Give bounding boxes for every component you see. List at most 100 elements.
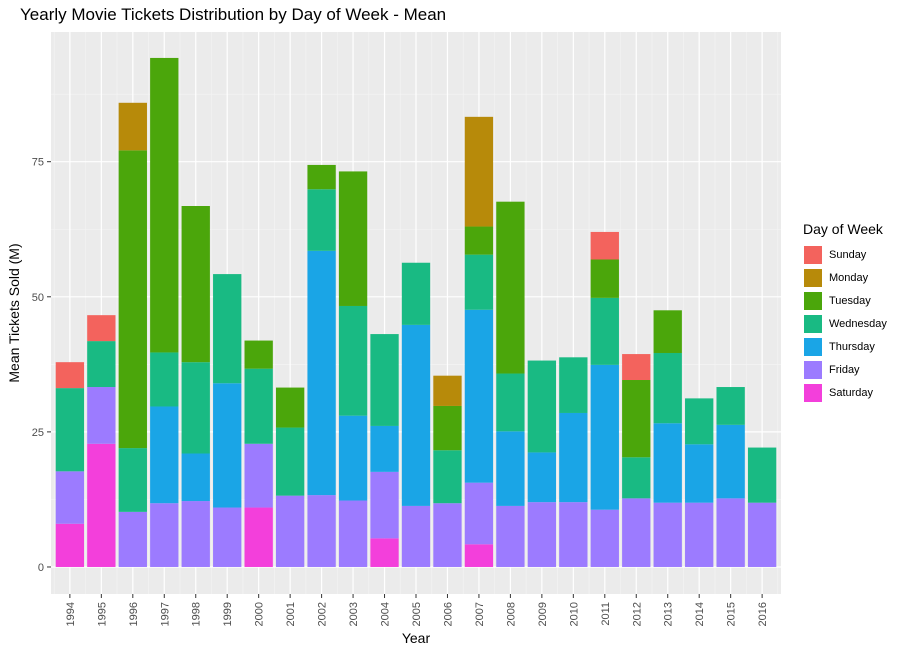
bar-segment: [401, 262, 431, 325]
bar-segment: [716, 498, 745, 567]
x-tick-label: 1997: [159, 602, 171, 626]
bar-segment: [590, 364, 619, 510]
legend-key: [803, 336, 823, 357]
x-tick-label: 2009: [537, 602, 549, 626]
bar-segment: [433, 503, 462, 567]
bar-segment: [307, 495, 336, 567]
legend-label: Wednesday: [829, 317, 887, 330]
legend-label: Monday: [829, 271, 869, 284]
bar-segment: [590, 509, 619, 567]
x-tick-label: 2008: [505, 602, 517, 626]
x-tick-label: 2000: [254, 602, 266, 626]
bar-segment: [496, 505, 525, 567]
bar-segment: [716, 424, 745, 499]
bar-segment: [685, 398, 714, 445]
x-tick-label: 1994: [65, 602, 77, 626]
x-tick-label: 1999: [222, 602, 234, 626]
y-tick-label: 25: [32, 427, 44, 439]
x-tick-label: 2003: [348, 602, 360, 626]
x-tick-label: 2007: [474, 602, 486, 626]
legend: Day of Week Sunday Monday Tuesday Wednesday…: [803, 221, 887, 404]
bar-segment: [401, 324, 431, 506]
legend-item: Tuesday: [803, 289, 887, 312]
bar-segment: [622, 498, 651, 567]
bar-segment: [118, 448, 147, 512]
bar-segment: [338, 415, 368, 501]
bar-segment: [464, 254, 494, 310]
x-tick-label: 2015: [726, 602, 738, 626]
bar-segment: [622, 354, 651, 381]
bar-segment: [622, 380, 651, 458]
bar-segment: [653, 310, 682, 353]
bar-segment: [590, 297, 619, 365]
bar-segment: [559, 412, 588, 503]
bar-segment: [213, 274, 242, 384]
bar-segment: [685, 444, 714, 503]
bar-segment: [433, 375, 462, 406]
bar-segment: [307, 250, 336, 496]
bar-segment: [55, 523, 85, 567]
bar-segment: [181, 453, 210, 502]
x-axis-title: Year: [402, 630, 431, 646]
bar-segment: [370, 538, 399, 567]
bar-segment: [244, 368, 273, 444]
bar-segment: [559, 357, 588, 413]
bar-segment: [87, 443, 116, 567]
x-tick-label: 2011: [600, 602, 612, 626]
legend-item: Sunday: [803, 243, 887, 266]
bar-segment: [527, 502, 557, 567]
bar-segment: [370, 471, 399, 539]
legend-item: Wednesday: [803, 312, 887, 335]
bar-segment: [87, 315, 116, 342]
bar-segment: [244, 443, 273, 508]
bar-segment: [370, 334, 399, 426]
x-tick-label: 1995: [96, 602, 108, 626]
bar-segment: [181, 501, 210, 567]
legend-label: Tuesday: [829, 294, 871, 307]
x-tick-label: 2016: [757, 602, 769, 626]
legend-title: Day of Week: [803, 221, 883, 237]
bar-segment: [747, 447, 777, 503]
y-tick-label: 0: [38, 562, 44, 574]
bar-segment: [559, 502, 588, 567]
bar-segment: [464, 226, 494, 255]
legend-key: [803, 382, 823, 403]
bar-segment: [685, 502, 714, 567]
bar-segment: [464, 482, 494, 545]
legend-label: Thursday: [829, 340, 875, 353]
bar-segment: [653, 423, 682, 503]
bar-segment: [433, 405, 462, 451]
bar-segment: [590, 231, 619, 260]
x-tick-label: 2010: [568, 602, 580, 626]
legend-key: [803, 244, 823, 265]
bar-segment: [433, 450, 462, 504]
bar-segment: [527, 452, 557, 503]
bar-segment: [213, 507, 242, 567]
bar-segment: [527, 360, 557, 453]
bar-segment: [181, 206, 210, 363]
bar-segment: [590, 259, 619, 298]
bar-segment: [496, 373, 525, 432]
bar-segment: [150, 352, 179, 407]
legend-items: Sunday Monday Tuesday Wednesday Thursday Frid…: [803, 243, 887, 404]
bar-segment: [653, 502, 682, 567]
bar-segment: [716, 387, 745, 425]
y-axis-title: Mean Tickets Sold (M): [6, 243, 22, 382]
legend-key: [803, 290, 823, 311]
x-tick-label: 2013: [663, 602, 675, 626]
x-tick-label: 2012: [631, 602, 643, 626]
bar-segment: [275, 387, 305, 428]
bar-segment: [118, 150, 147, 449]
bar-segment: [150, 406, 179, 504]
chart-title: Yearly Movie Tickets Distribution by Day…: [20, 5, 447, 24]
bar-segment: [244, 340, 273, 369]
legend-item: Saturday: [803, 381, 887, 404]
bar-segment: [244, 507, 273, 567]
x-tick-label: 2002: [317, 602, 329, 626]
bar-segment: [653, 352, 682, 424]
bar-segment: [496, 431, 525, 506]
bar-segment: [118, 511, 147, 567]
bar-segment: [464, 116, 494, 227]
bar-segment: [275, 427, 305, 496]
